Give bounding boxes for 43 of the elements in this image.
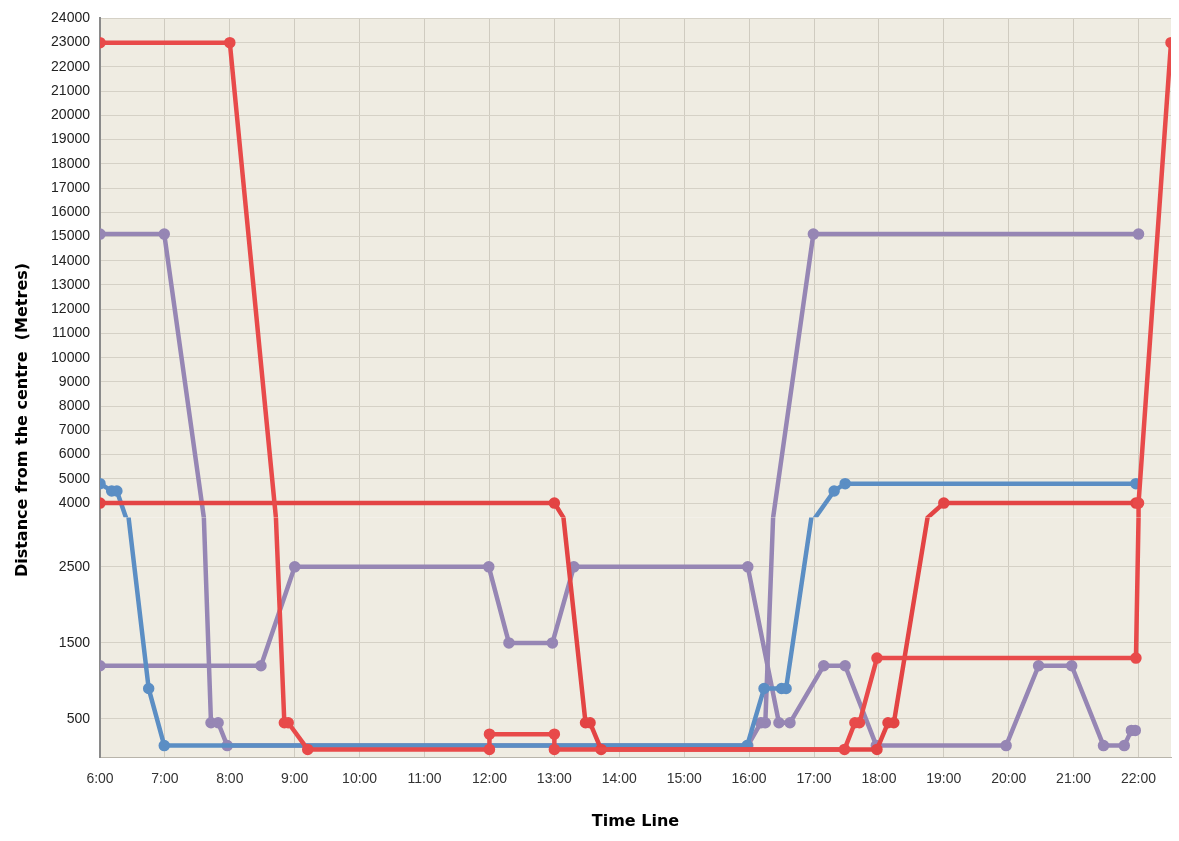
y-tick-label: 24000	[51, 9, 91, 26]
y-tick-label: 6000	[58, 445, 91, 462]
x-tick-label: 13:00	[536, 770, 573, 787]
y-tick-label: 5000	[58, 469, 91, 486]
x-tick-label: 22:00	[1121, 770, 1157, 787]
y-tick-label: 10000	[51, 348, 91, 365]
y-tick-label: 15000	[51, 227, 91, 244]
y-tick-label: 13000	[51, 275, 91, 292]
y-tick-label: 23000	[51, 33, 91, 50]
x-tick-label: 8:00	[216, 770, 244, 787]
x-tick-label: 9:00	[281, 770, 309, 787]
x-tick-label: 11:00	[407, 770, 442, 787]
x-tick-label: 21:00	[1056, 770, 1092, 787]
y-tick-label: 14000	[51, 251, 91, 268]
y-tick-label: 4000	[58, 493, 91, 510]
y-tick-label: 2500	[58, 557, 91, 574]
x-tick-label: 10:00	[342, 770, 378, 787]
x-tick-label: 20:00	[991, 770, 1027, 787]
x-tick-label: 18:00	[861, 770, 897, 787]
y-tick-label: 17000	[51, 178, 91, 195]
x-tick-label: 15:00	[666, 770, 702, 787]
x-tick-label: 7:00	[151, 770, 179, 787]
x-axis-title: Time Line	[591, 810, 680, 830]
y-tick-label: 12000	[51, 300, 91, 317]
y-tick-label: 22000	[51, 57, 91, 74]
y-tick-label: 500	[66, 709, 91, 726]
y-tick-label: 18000	[51, 154, 91, 171]
y-tick-label: 7000	[58, 421, 91, 438]
y-tick-label: 8000	[58, 396, 91, 413]
x-tick-label: 19:00	[926, 770, 962, 787]
y-tick-label: 21000	[51, 81, 91, 98]
y-axis-title: Distance from the centre (Metres)	[11, 262, 31, 578]
y-tick-label: 20000	[51, 106, 91, 123]
y-tick-label: 1500	[58, 633, 91, 650]
x-tick-label: 14:00	[601, 770, 637, 787]
y-tick-label: 9000	[58, 372, 91, 389]
x-tick-label: 17:00	[796, 770, 832, 787]
y-tick-label: 11000	[52, 324, 91, 341]
y-tick-label: 16000	[51, 203, 91, 220]
x-tick-label: 6:00	[86, 770, 114, 787]
x-tick-label: 12:00	[471, 770, 508, 787]
y-tick-label: 19000	[51, 130, 91, 147]
x-tick-label: 16:00	[731, 770, 767, 787]
